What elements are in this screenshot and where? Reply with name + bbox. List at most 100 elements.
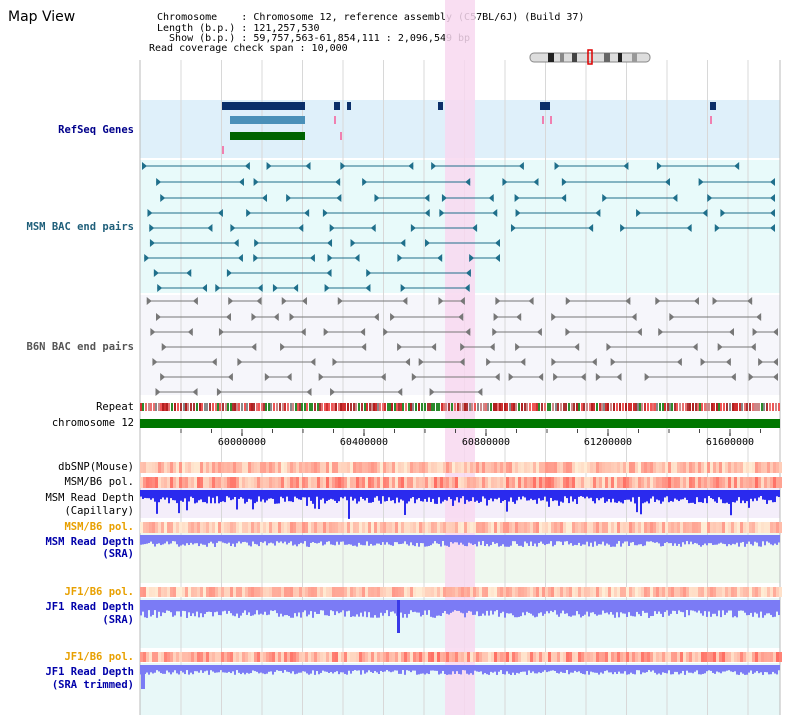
- pol-cell: [635, 522, 638, 533]
- track-label-jf1-b6-pol[interactable]: JF1/B6 pol.: [64, 586, 134, 598]
- depth-bar: [312, 600, 314, 618]
- depth-bar: [662, 490, 664, 502]
- pol-cell: [293, 477, 296, 488]
- pol-cell: [566, 587, 569, 597]
- depth-bar: [140, 600, 142, 616]
- track-label-msm-bac[interactable]: MSM BAC end pairs: [26, 221, 134, 233]
- pol-cell: [248, 477, 251, 488]
- depth-bar: [440, 600, 442, 616]
- depth-bar: [578, 600, 580, 615]
- pol-cell: [680, 522, 683, 533]
- track-label-repeat[interactable]: Repeat: [96, 401, 134, 413]
- bac-end-marker: [405, 358, 411, 366]
- track-label-jf1-b6-pol-2[interactable]: JF1/B6 pol.: [64, 651, 134, 663]
- depth-bar: [218, 600, 220, 616]
- pol-cell: [401, 652, 404, 662]
- depth-bar: [340, 600, 342, 613]
- pol-cell: [473, 462, 476, 473]
- track-label-jf1-trimmed[interactable]: JF1 Read Depth: [45, 666, 134, 678]
- bac-end-marker: [326, 269, 332, 277]
- depth-bar: [388, 535, 390, 545]
- pol-cell: [680, 652, 683, 662]
- repeat-segment: [536, 403, 538, 411]
- bac-end-marker: [142, 162, 148, 170]
- depth-bar: [312, 665, 314, 671]
- depth-bar: [510, 600, 512, 614]
- depth-bar: [254, 665, 256, 672]
- pol-cell: [497, 462, 500, 473]
- track-label-refseq[interactable]: RefSeq Genes: [58, 124, 134, 136]
- depth-bar: [592, 600, 594, 613]
- depth-bar: [548, 600, 550, 614]
- depth-bar: [162, 665, 164, 674]
- track-label-b6n-bac[interactable]: B6N BAC end pairs: [26, 341, 134, 353]
- pol-cell: [662, 587, 665, 597]
- pol-cell: [284, 522, 287, 533]
- pol-cell: [662, 652, 665, 662]
- pol-cell: [770, 587, 773, 597]
- depth-bar: [178, 490, 180, 514]
- depth-bar: [370, 535, 372, 544]
- depth-bar: [758, 600, 760, 618]
- pol-cell: [593, 462, 596, 473]
- pol-cell: [728, 522, 731, 533]
- depth-bar: [534, 490, 536, 500]
- depth-bar: [532, 665, 534, 672]
- depth-bar: [382, 600, 384, 616]
- bac-end-marker: [237, 358, 243, 366]
- pol-cell: [659, 462, 662, 473]
- pol-cell: [392, 477, 395, 488]
- gene-exon: [230, 132, 305, 140]
- repeat-segment: [236, 403, 238, 411]
- pol-cell: [170, 477, 173, 488]
- track-label-jf1-depth[interactable]: JF1 Read Depth: [45, 601, 134, 613]
- depth-bar: [696, 600, 698, 613]
- depth-bar: [490, 665, 492, 672]
- track-label-dbsnp[interactable]: dbSNP(Mouse): [58, 461, 134, 473]
- ideogram-band: [548, 53, 554, 62]
- depth-bar: [376, 600, 378, 618]
- pol-cell: [599, 652, 602, 662]
- pol-cell: [410, 587, 413, 597]
- track-label-msm-b6-pol[interactable]: MSM/B6 pol.: [64, 476, 134, 488]
- depth-bar: [410, 535, 412, 543]
- pol-cell: [587, 652, 590, 662]
- track-label-chromosome[interactable]: chromosome 12: [51, 417, 134, 429]
- depth-bar: [612, 490, 614, 499]
- depth-bar: [350, 490, 352, 497]
- track-label-msm-b6-pol-2[interactable]: MSM/B6 pol.: [64, 521, 134, 533]
- pol-cell: [140, 462, 143, 473]
- pol-cell: [299, 477, 302, 488]
- depth-bar: [156, 665, 158, 671]
- bac-end-marker: [469, 254, 475, 262]
- pol-cell: [218, 477, 221, 488]
- track-label-msm-depth-capillary[interactable]: MSM Read Depth: [45, 492, 134, 504]
- pol-cell: [500, 462, 503, 473]
- repeat-segment: [387, 403, 389, 411]
- repeat-segment: [596, 403, 598, 411]
- depth-bar: [178, 665, 180, 675]
- page-title: Map View: [8, 9, 76, 25]
- depth-bar: [230, 490, 232, 501]
- pol-cell: [437, 587, 440, 597]
- pol-cell: [623, 587, 626, 597]
- repeat-segment: [641, 403, 643, 411]
- depth-bar: [556, 600, 558, 615]
- pol-cell: [227, 652, 230, 662]
- track-label-msm-depth-sra[interactable]: MSM Read Depth: [45, 536, 134, 548]
- pol-cell: [692, 522, 695, 533]
- depth-bar: [328, 535, 330, 542]
- pol-cell: [272, 587, 275, 597]
- depth-bar: [540, 535, 542, 542]
- ideogram-band: [572, 53, 577, 62]
- repeat-segment: [521, 403, 523, 411]
- track-label-jf1-depth-sub: (SRA): [102, 614, 134, 626]
- pol-cell: [374, 587, 377, 597]
- depth-bar: [354, 490, 356, 499]
- pol-cell: [470, 652, 473, 662]
- depth-bar: [478, 535, 480, 542]
- pol-cell: [392, 522, 395, 533]
- depth-bar: [152, 600, 154, 615]
- pol-cell: [254, 587, 257, 597]
